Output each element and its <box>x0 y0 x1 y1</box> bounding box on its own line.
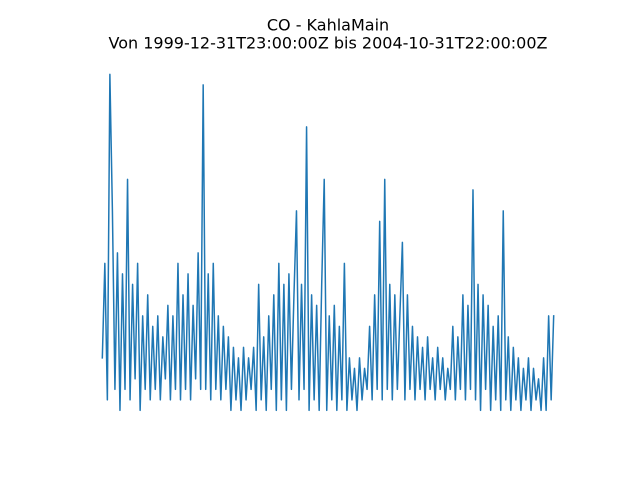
chart-title: CO - KahlaMain <box>267 16 389 35</box>
chart-subtitle: Von 1999-12-31T23:00:00Z bis 2004-10-31T… <box>109 34 548 53</box>
line-series <box>101 73 555 412</box>
